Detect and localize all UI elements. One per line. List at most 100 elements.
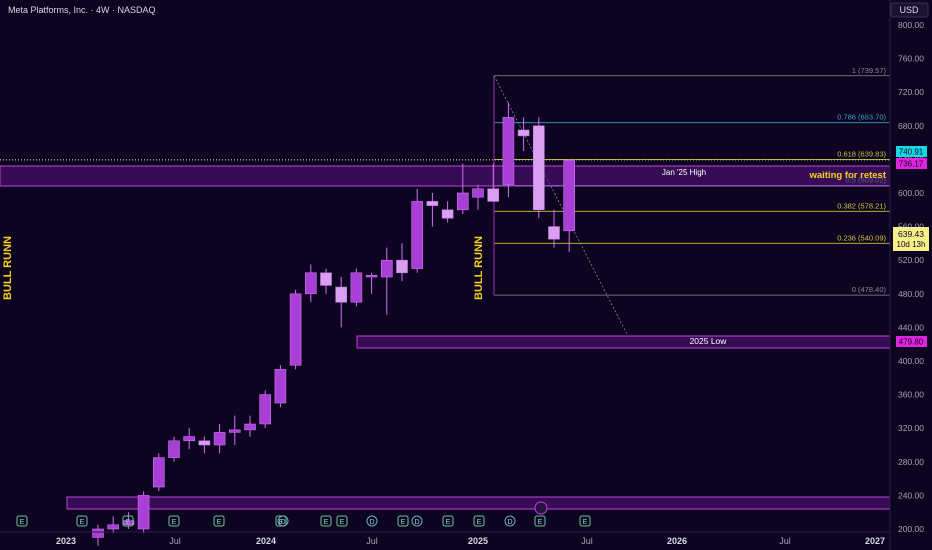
support-zone <box>356 335 891 349</box>
candle-body <box>304 272 317 295</box>
candle-body <box>183 436 195 442</box>
earnings-event-icon[interactable] <box>16 515 28 527</box>
time-tick-label: Jul <box>581 536 593 546</box>
event-marker-letter: E <box>477 519 482 526</box>
candle-body <box>563 159 576 232</box>
candle-body <box>320 272 332 286</box>
low-price-value: 479.80 <box>899 338 924 347</box>
event-marker-letter: E <box>172 519 177 526</box>
price-axis[interactable]: 200.00 240.00 280.00 320.00 360.00 400.00 440.… <box>889 0 932 550</box>
candle-body <box>472 188 484 198</box>
event-marker-letter: E <box>20 519 25 526</box>
candle-body <box>274 369 287 404</box>
price-tick-label: 320.00 <box>898 423 924 433</box>
event-marker-letter: D <box>280 519 285 526</box>
earnings-event-icon[interactable] <box>122 515 134 527</box>
dividend-event-icon[interactable] <box>504 515 516 527</box>
event-marker-letter: D <box>507 519 512 526</box>
event-marker-letter: E <box>583 519 588 526</box>
time-tick-label: Jul <box>169 536 181 546</box>
currency-label: USD <box>899 5 919 15</box>
currency-button[interactable] <box>890 2 929 18</box>
split-event-icon[interactable] <box>534 501 548 515</box>
earnings-event-icon[interactable] <box>579 515 591 527</box>
earnings-event-icon[interactable] <box>473 515 485 527</box>
price-tick-label: 720.00 <box>898 87 924 97</box>
price-tick-label: 520.00 <box>898 255 924 265</box>
candle-body <box>335 286 348 303</box>
earnings-event-icon[interactable] <box>336 515 348 527</box>
fib-level-label: 0.618 (639.83) <box>837 150 886 159</box>
candle-body <box>411 201 424 269</box>
time-tick-label: 2027 <box>865 536 885 546</box>
event-marker-letter: E <box>446 519 451 526</box>
candle-body <box>548 226 560 240</box>
dividend-event-icon[interactable] <box>277 515 289 527</box>
symbol-title: Meta Platforms, Inc. · 4W · NASDAQ <box>8 5 156 15</box>
time-tick-label: Jul <box>366 536 378 546</box>
price-tick-label: 400.00 <box>898 356 924 366</box>
candle-body <box>426 201 439 206</box>
dividend-event-icon[interactable] <box>366 515 378 527</box>
candle-body <box>244 423 256 431</box>
event-marker-letter: E <box>324 519 329 526</box>
candlestick-series <box>92 102 576 546</box>
time-tick-label: 2025 <box>468 536 488 546</box>
time-tick-label: 2026 <box>667 536 687 546</box>
bull-run-mid-label: BULL RUNN <box>473 236 485 300</box>
base-zone <box>66 496 891 510</box>
price-tick-label: 240.00 <box>898 490 924 500</box>
event-markers: E E E E E ED E E D E D E E D E E <box>16 501 591 527</box>
fib-level-label: 0 (478.40) <box>852 285 887 294</box>
candle-body <box>517 129 530 137</box>
highlight-zones <box>0 165 891 510</box>
current-price-tag <box>893 227 929 251</box>
fib-level-label: 0.786 (683.70) <box>837 113 886 122</box>
event-marker-letter: E <box>538 519 543 526</box>
price-tick-label: 800.00 <box>898 20 924 30</box>
candle-body <box>168 440 180 458</box>
fib-trend-line <box>493 75 629 337</box>
fib-level-label: 0.236 (540.09) <box>837 233 886 242</box>
jan-high-label: Jan '25 High <box>662 168 706 177</box>
high-pink-tag <box>896 158 927 169</box>
high-pink-value: 736.17 <box>899 160 924 169</box>
price-tick-label: 560.00 <box>898 222 924 232</box>
event-marker-letter: E <box>401 519 406 526</box>
candle-body <box>289 293 302 366</box>
earnings-event-icon[interactable] <box>442 515 454 527</box>
price-tick-label: 360.00 <box>898 390 924 400</box>
time-tick-label: Jul <box>779 536 791 546</box>
candle-body <box>380 259 393 278</box>
event-marker-letter: E <box>80 519 85 526</box>
candle-body <box>532 125 545 211</box>
earnings-event-icon[interactable] <box>320 515 332 527</box>
price-tick-label: 440.00 <box>898 322 924 332</box>
candle-body <box>229 429 241 433</box>
candle-body <box>487 188 500 202</box>
event-marker-letter: E <box>126 519 131 526</box>
candle-body <box>198 440 211 446</box>
earnings-event-icon[interactable] <box>213 515 225 527</box>
waiting-retest-label: waiting for retest <box>808 170 886 181</box>
event-marker-letter: E <box>340 519 345 526</box>
candle-body <box>92 528 104 538</box>
event-marker-letter: E <box>279 519 284 526</box>
earnings-event-icon[interactable] <box>534 515 546 527</box>
price-tick-label: 760.00 <box>898 54 924 64</box>
bar-countdown: 10d 13h <box>897 240 926 249</box>
dividend-event-icon[interactable] <box>411 515 423 527</box>
time-axis[interactable]: 2023 Jul 2024 Jul 2025 Jul 2026 Jul 2027 <box>0 531 890 546</box>
earnings-event-icon[interactable] <box>168 515 180 527</box>
price-tick-label: 280.00 <box>898 457 924 467</box>
low-price-tag <box>896 336 927 347</box>
candle-body <box>153 457 165 488</box>
time-tick-label: 2024 <box>256 536 276 546</box>
earnings-event-icon[interactable] <box>397 515 409 527</box>
event-marker-letter: D <box>414 519 419 526</box>
event-marker-letter: D <box>369 519 374 526</box>
earnings-event-icon[interactable] <box>76 515 88 527</box>
candle-body <box>350 272 363 303</box>
